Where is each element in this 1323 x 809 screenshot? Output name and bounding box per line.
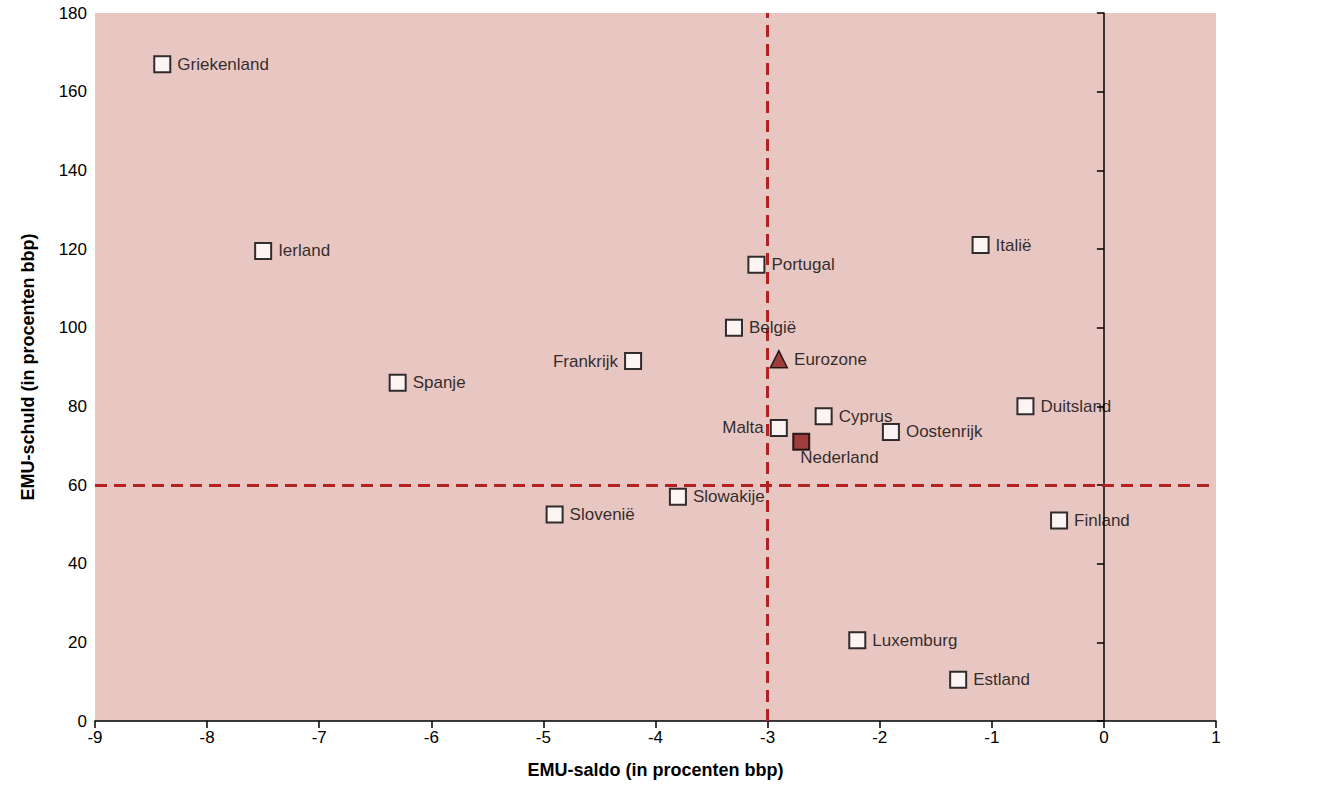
svg-text:Malta: Malta	[722, 418, 764, 437]
svg-text:Spanje: Spanje	[413, 373, 466, 392]
svg-text:-8: -8	[200, 728, 215, 747]
svg-text:Griekenland: Griekenland	[177, 55, 269, 74]
svg-text:Cyprus: Cyprus	[839, 407, 893, 426]
svg-text:Eurozone: Eurozone	[794, 350, 867, 369]
svg-text:EMU-schuld (in procenten bbp): EMU-schuld (in procenten bbp)	[18, 234, 38, 501]
svg-text:-2: -2	[872, 728, 887, 747]
svg-text:Estland: Estland	[973, 670, 1030, 689]
svg-text:Duitsland: Duitsland	[1040, 397, 1111, 416]
svg-text:80: 80	[68, 397, 87, 416]
svg-text:120: 120	[59, 240, 87, 259]
svg-text:160: 160	[59, 82, 87, 101]
svg-text:EMU-saldo (in procenten bbp): EMU-saldo (in procenten bbp)	[528, 760, 784, 780]
svg-text:Slowakije: Slowakije	[693, 487, 765, 506]
svg-text:Oostenrijk: Oostenrijk	[906, 422, 983, 441]
svg-text:-1: -1	[984, 728, 999, 747]
svg-text:-9: -9	[87, 728, 102, 747]
svg-text:1: 1	[1211, 728, 1220, 747]
svg-text:-3: -3	[760, 728, 775, 747]
svg-text:Luxemburg: Luxemburg	[872, 631, 957, 650]
svg-text:Nederland: Nederland	[800, 448, 878, 467]
svg-text:0: 0	[1099, 728, 1108, 747]
svg-text:Portugal: Portugal	[771, 255, 834, 274]
svg-text:Ierland: Ierland	[278, 241, 330, 260]
svg-text:180: 180	[59, 4, 87, 23]
svg-text:België: België	[749, 318, 796, 337]
svg-text:Frankrijk: Frankrijk	[553, 352, 619, 371]
svg-text:Slovenië: Slovenië	[570, 505, 635, 524]
svg-text:Finland: Finland	[1074, 511, 1130, 530]
svg-text:100: 100	[59, 318, 87, 337]
svg-text:-4: -4	[648, 728, 663, 747]
svg-text:140: 140	[59, 161, 87, 180]
svg-text:-7: -7	[312, 728, 327, 747]
svg-text:-6: -6	[424, 728, 439, 747]
svg-text:60: 60	[68, 476, 87, 495]
svg-text:20: 20	[68, 633, 87, 652]
svg-text:40: 40	[68, 554, 87, 573]
svg-text:Italië: Italië	[996, 236, 1032, 255]
svg-text:0: 0	[78, 712, 87, 731]
svg-text:-5: -5	[536, 728, 551, 747]
